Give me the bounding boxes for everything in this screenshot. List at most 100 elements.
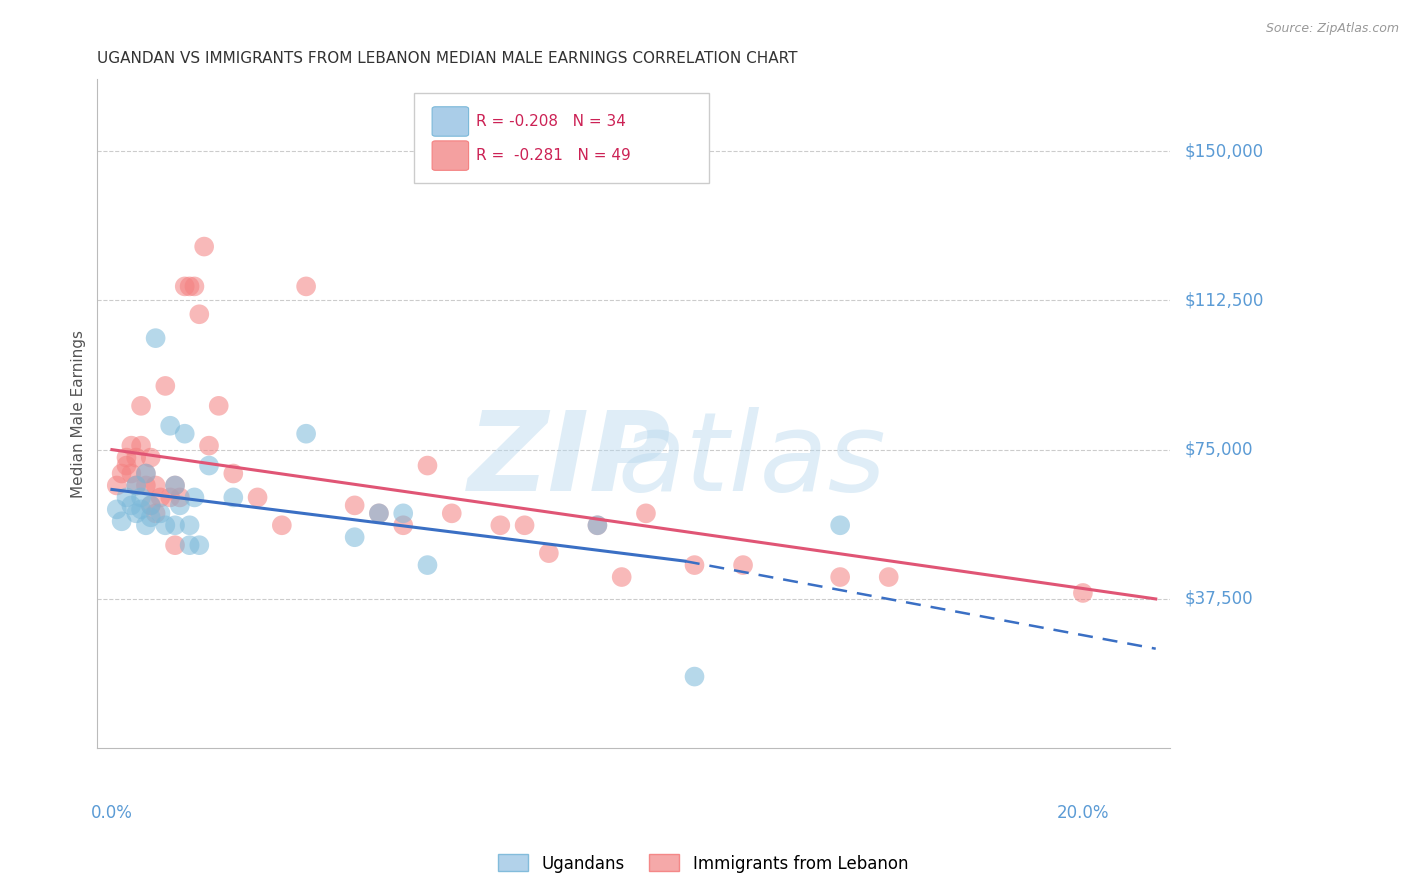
Point (129, 491, 152, 505)
Point (173, 279, 195, 293)
Point (179, 518, 201, 533)
Point (173, 426, 195, 441)
Point (343, 499, 366, 513)
Point (179, 279, 201, 293)
FancyBboxPatch shape (432, 141, 468, 170)
Point (183, 279, 205, 293)
Point (145, 478, 167, 492)
Legend: Ugandans, Immigrants from Lebanon: Ugandans, Immigrants from Lebanon (491, 847, 915, 880)
Point (208, 399, 231, 413)
Point (163, 478, 186, 492)
Point (610, 570, 633, 584)
Point (129, 502, 152, 516)
Point (731, 558, 754, 573)
Point (139, 499, 162, 513)
Point (155, 379, 177, 393)
Point (440, 506, 463, 520)
Point (183, 491, 205, 505)
Point (368, 506, 391, 520)
Point (586, 518, 609, 533)
Text: R = -0.208   N = 34: R = -0.208 N = 34 (477, 114, 626, 129)
Point (188, 307, 211, 321)
Point (489, 518, 512, 533)
Point (513, 518, 536, 533)
Point (125, 478, 148, 492)
Point (139, 450, 162, 465)
Point (120, 439, 142, 453)
Point (343, 530, 366, 544)
Point (295, 279, 318, 293)
Point (115, 458, 138, 473)
Point (125, 478, 148, 492)
Point (125, 506, 148, 520)
Point (270, 518, 292, 533)
Point (155, 518, 177, 533)
Point (105, 502, 128, 516)
Point (416, 458, 439, 473)
Point (1071, 586, 1094, 600)
Point (368, 506, 391, 520)
Point (295, 426, 318, 441)
Text: Source: ZipAtlas.com: Source: ZipAtlas.com (1265, 22, 1399, 36)
Point (105, 478, 128, 492)
Point (115, 450, 138, 465)
Point (198, 458, 221, 473)
Point (135, 467, 157, 481)
Point (198, 439, 221, 453)
FancyBboxPatch shape (432, 107, 468, 136)
Point (537, 546, 560, 560)
Point (416, 558, 439, 573)
Point (830, 518, 852, 533)
Point (120, 467, 142, 481)
Text: ZIP: ZIP (468, 407, 671, 514)
Text: $150,000: $150,000 (1185, 142, 1264, 160)
Text: 0.0%: 0.0% (91, 804, 132, 822)
Point (149, 491, 172, 505)
FancyBboxPatch shape (413, 93, 709, 183)
Text: $37,500: $37,500 (1185, 590, 1254, 608)
Text: atlas: atlas (617, 407, 886, 514)
Point (159, 491, 181, 505)
Text: 20.0%: 20.0% (1057, 804, 1109, 822)
Point (135, 478, 157, 492)
Point (392, 518, 415, 533)
Point (222, 467, 245, 481)
Point (683, 669, 706, 683)
Text: R =  -0.281   N = 49: R = -0.281 N = 49 (477, 148, 631, 163)
Point (193, 239, 215, 253)
Point (115, 491, 138, 505)
Point (683, 558, 706, 573)
Point (392, 506, 415, 520)
Point (163, 538, 186, 552)
Point (877, 570, 900, 584)
Point (111, 514, 134, 528)
Point (169, 499, 191, 513)
Point (139, 499, 162, 513)
Text: $75,000: $75,000 (1185, 441, 1253, 458)
Point (179, 538, 201, 552)
Text: UGANDAN VS IMMIGRANTS FROM LEBANON MEDIAN MALE EARNINGS CORRELATION CHART: UGANDAN VS IMMIGRANTS FROM LEBANON MEDIA… (97, 51, 797, 66)
Point (163, 478, 186, 492)
Point (830, 570, 852, 584)
Point (586, 518, 609, 533)
Point (145, 331, 167, 345)
Point (159, 418, 181, 433)
Point (222, 491, 245, 505)
Point (111, 467, 134, 481)
Point (163, 518, 186, 533)
Point (149, 506, 172, 520)
Point (135, 467, 157, 481)
Point (135, 518, 157, 533)
Point (129, 439, 152, 453)
Point (145, 506, 167, 520)
Point (634, 506, 657, 520)
Point (188, 538, 211, 552)
Point (125, 450, 148, 465)
Point (120, 499, 142, 513)
Y-axis label: Median Male Earnings: Median Male Earnings (72, 330, 86, 498)
Point (169, 491, 191, 505)
Point (129, 399, 152, 413)
Point (139, 510, 162, 524)
Text: $112,500: $112,500 (1185, 292, 1264, 310)
Point (246, 491, 269, 505)
